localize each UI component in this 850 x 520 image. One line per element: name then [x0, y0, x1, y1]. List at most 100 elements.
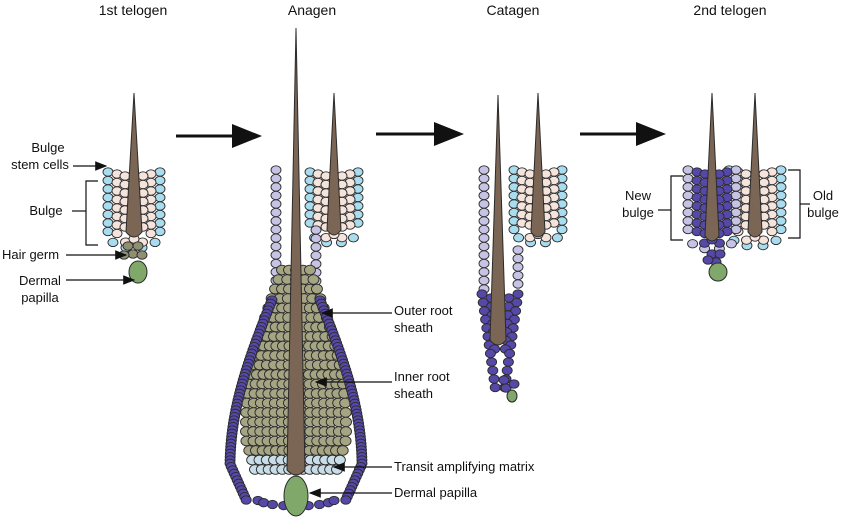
- cell: [136, 250, 148, 260]
- cell: [478, 258, 490, 269]
- dermal-papilla: [708, 262, 728, 282]
- cell: [714, 249, 726, 259]
- cell: [488, 374, 500, 384]
- cell: [336, 445, 349, 456]
- cell: [478, 173, 490, 184]
- cell: [339, 407, 352, 418]
- label-inner-root-sheath-line1: Inner root: [394, 369, 450, 384]
- cell: [270, 250, 282, 260]
- cell: [513, 233, 525, 243]
- cell: [310, 250, 322, 261]
- cell: [478, 190, 490, 201]
- cell: [339, 435, 352, 447]
- cell: [132, 241, 144, 251]
- cell: [478, 233, 490, 243]
- label-transit-amplifying-matrix: Transit amplifying matrix: [394, 459, 535, 474]
- dermal-papilla: [283, 475, 309, 517]
- cell: [270, 207, 282, 218]
- label-dermal-papilla-line2: papilla: [21, 290, 59, 305]
- cell: [478, 182, 490, 192]
- cell: [682, 207, 694, 218]
- cell: [682, 173, 694, 184]
- cell: [730, 207, 742, 218]
- hair-shaft: [489, 94, 507, 346]
- cell: [730, 173, 742, 184]
- cell: [775, 190, 787, 201]
- hair-shaft: [125, 92, 143, 238]
- cell: [149, 237, 161, 248]
- cell: [270, 224, 282, 235]
- label-new-bulge-line2: bulge: [622, 205, 654, 220]
- cell: [478, 241, 490, 252]
- cell: [102, 218, 114, 228]
- cell: [487, 365, 499, 376]
- label-new-bulge-line1: New: [625, 188, 652, 203]
- label-dermal-papilla-anagen: Dermal papilla: [394, 485, 478, 500]
- hair-shaft: [704, 92, 720, 242]
- cell: [730, 216, 742, 226]
- cell: [267, 499, 278, 510]
- cell: [730, 224, 742, 235]
- cell: [154, 192, 166, 203]
- cell: [740, 177, 752, 188]
- cell: [270, 182, 282, 192]
- label-dermal-papilla-line1: Dermal: [19, 273, 61, 288]
- cell: [310, 242, 322, 252]
- cell: [775, 207, 787, 218]
- stage-title-second-telogen: 2nd telogen: [693, 2, 766, 18]
- label-bulge: Bulge: [29, 203, 62, 218]
- cell: [102, 184, 114, 194]
- hair-shaft: [326, 92, 342, 236]
- cell: [758, 169, 770, 179]
- bracket-bulge: [85, 180, 98, 246]
- cell: [119, 171, 131, 181]
- cell: [154, 201, 166, 211]
- cell: [154, 167, 166, 177]
- cell: [102, 209, 114, 220]
- cell: [478, 207, 490, 218]
- cell: [702, 255, 714, 265]
- second-telogen-follicle: [682, 165, 787, 267]
- cell: [311, 283, 323, 295]
- cell: [331, 464, 343, 475]
- hair-shaft: [530, 92, 546, 238]
- cell: [478, 250, 490, 260]
- cell: [107, 237, 119, 248]
- cell: [240, 495, 252, 505]
- label-bulge-stem-cells-line2: stem cells: [11, 157, 69, 172]
- cell: [766, 226, 778, 237]
- cell: [270, 165, 282, 175]
- cell: [501, 365, 513, 376]
- cell: [478, 199, 490, 209]
- cell: [478, 224, 490, 235]
- cell: [775, 165, 787, 175]
- hair-shaft: [747, 92, 763, 238]
- cell: [270, 190, 282, 201]
- cell: [154, 184, 166, 194]
- cell: [270, 216, 282, 226]
- cell: [740, 169, 752, 179]
- cell: [340, 426, 352, 437]
- cell: [682, 199, 694, 209]
- stage-title-anagen: Anagen: [288, 2, 336, 18]
- cell: [730, 165, 742, 175]
- cell: [154, 226, 166, 237]
- cell: [478, 165, 490, 175]
- cell: [512, 262, 524, 272]
- dermal-papilla: [506, 389, 518, 403]
- cell: [486, 357, 498, 367]
- cell: [508, 379, 520, 389]
- cell: [775, 182, 787, 192]
- cell: [730, 190, 742, 201]
- cell: [102, 167, 114, 177]
- cell: [730, 199, 742, 209]
- cell: [682, 224, 694, 235]
- cell: [304, 264, 316, 276]
- cell: [682, 216, 694, 226]
- cell: [270, 233, 282, 243]
- dermal-papillae: [128, 260, 728, 517]
- bracket-new-bulge: [670, 175, 683, 241]
- cell: [270, 173, 282, 184]
- hair-shafts: [125, 27, 763, 476]
